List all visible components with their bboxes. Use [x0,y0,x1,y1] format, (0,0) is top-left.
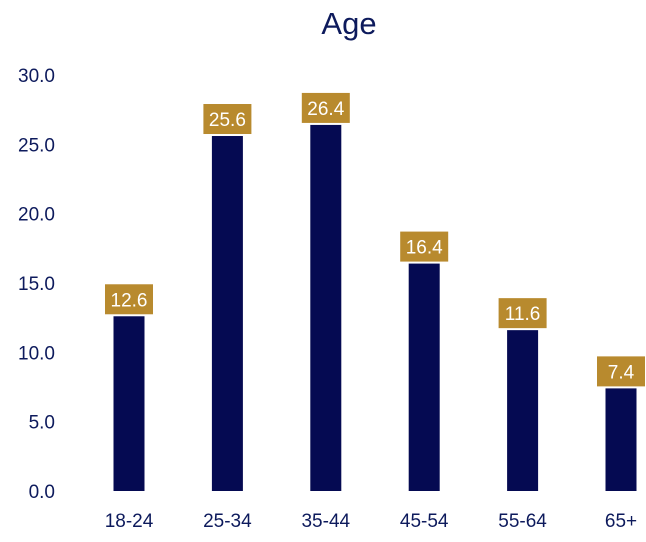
y-tick-label: 0.0 [29,482,55,503]
chart-title: Age [321,6,376,41]
data-label: 16.4 [406,238,443,259]
data-label: 11.6 [505,304,541,325]
data-label-box [597,356,645,387]
data-label-box [105,284,153,315]
y-tick-label: 15.0 [18,274,55,295]
bar-18-24 [113,316,145,491]
y-tick-label: 20.0 [18,205,55,226]
x-tick-label: 55-64 [498,511,547,532]
x-tick-label: 25-34 [203,511,252,532]
bar-35-44 [310,124,342,492]
x-tick-label: 35-44 [301,511,350,532]
x-tick-label: 65+ [605,511,637,532]
data-label: 12.6 [111,290,148,311]
data-label: 25.6 [209,110,246,131]
data-label-box [498,298,547,329]
y-tick-label: 30.0 [18,66,55,87]
bar-45-54 [408,263,440,491]
y-tick-label: 25.0 [18,135,55,156]
bar-65+ [605,388,637,491]
y-tick-label: 5.0 [29,413,55,434]
y-tick-label: 10.0 [18,343,55,364]
data-label-box [301,92,350,123]
bar-55-64 [507,330,539,491]
bar-series [113,124,637,492]
data-labels: 12.6 25.6 26.4 16.4 11.6 7.4 [105,92,645,387]
data-label: 7.4 [608,362,635,383]
x-axis: 18-24 25-34 35-44 45-54 55-64 65+ [105,511,637,532]
x-tick-label: 45-54 [400,511,449,532]
bar-25-34 [211,136,243,491]
data-label-box [203,104,252,135]
data-label: 26.4 [307,99,344,120]
data-label-box [400,231,449,262]
y-axis: 0.0 5.0 10.0 15.0 20.0 25.0 30.0 [18,66,55,503]
x-tick-label: 18-24 [105,511,154,532]
